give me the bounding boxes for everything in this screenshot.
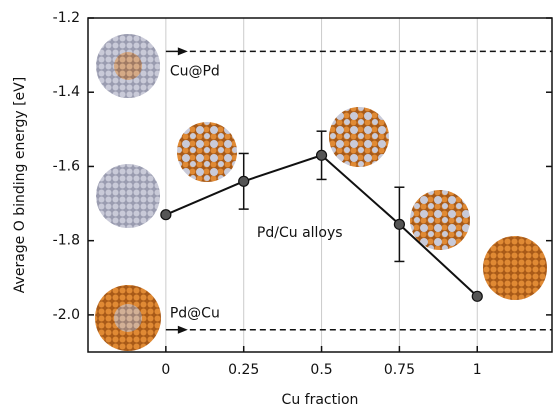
particles — [95, 34, 547, 351]
y-tick-label: -2.0 — [53, 307, 80, 323]
data-point — [239, 176, 249, 186]
x-tick-label: 0 — [161, 362, 170, 378]
particle-core — [114, 52, 142, 80]
reference-label: Pd@Cu — [170, 306, 220, 322]
particle-cu — [483, 236, 547, 300]
arrow-head — [178, 47, 188, 55]
x-tick-label: 0.75 — [384, 362, 415, 378]
y-tick-label: -1.8 — [53, 233, 80, 249]
data-point — [161, 210, 171, 220]
x-axis-title: Cu fraction — [282, 392, 359, 408]
data-point — [472, 291, 482, 301]
data-point — [394, 219, 404, 229]
particle-alloy — [177, 122, 237, 182]
particle-pd — [96, 164, 160, 228]
y-axis-title: Average O binding energy [eV] — [12, 77, 28, 293]
particle-core — [114, 304, 142, 332]
particle-alloy — [329, 107, 389, 167]
reference-label: Cu@Pd — [170, 63, 220, 79]
particle-alloy — [410, 190, 470, 250]
arrow-head — [178, 326, 188, 334]
x-tick-label: 0.25 — [228, 362, 259, 378]
y-tick-label: -1.4 — [53, 84, 80, 100]
x-tick-label: 1 — [473, 362, 482, 378]
y-tick-label: -1.2 — [53, 10, 80, 26]
data-point — [317, 150, 327, 160]
y-tick-label: -1.6 — [53, 158, 80, 174]
series-label: Pd/Cu alloys — [257, 225, 343, 241]
x-tick-label: 0.5 — [310, 362, 332, 378]
chart: Cu fraction Average O binding energy [eV… — [0, 0, 553, 413]
